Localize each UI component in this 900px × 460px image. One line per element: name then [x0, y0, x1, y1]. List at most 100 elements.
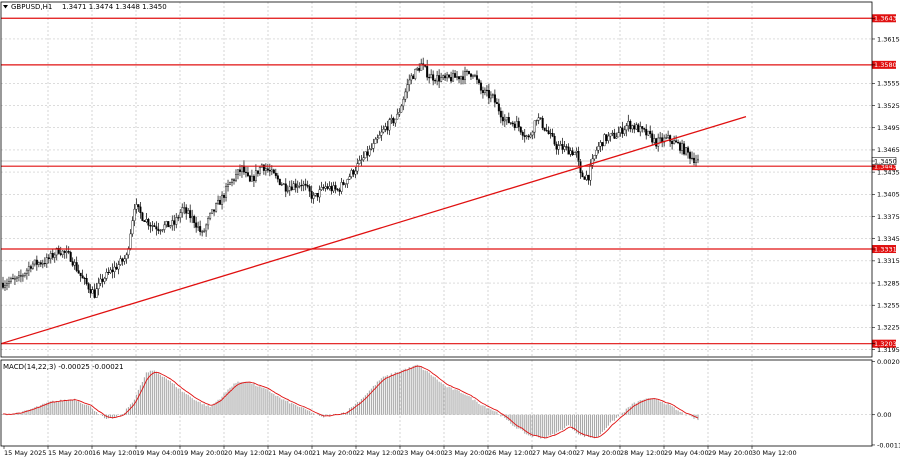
candle-body — [69, 252, 72, 262]
candle-body — [318, 189, 321, 198]
candle-body — [322, 187, 325, 189]
candle-body — [288, 186, 291, 191]
candle-body — [51, 253, 54, 258]
candle-body — [503, 119, 506, 122]
candle-body — [659, 137, 662, 139]
candle-body — [15, 276, 18, 279]
candle-body — [225, 186, 228, 198]
candle-body — [462, 76, 465, 80]
y-tick-label: 1.3255 — [877, 302, 900, 310]
candle-body — [394, 118, 397, 124]
candle-body — [591, 158, 594, 166]
candle-body — [175, 217, 178, 225]
candle-body — [153, 225, 156, 227]
candle-body — [629, 120, 632, 130]
candle-body — [127, 248, 130, 256]
candle-body — [573, 152, 576, 156]
candle-body — [581, 172, 584, 178]
candle-body — [378, 135, 381, 139]
y-tick-label: 1.3285 — [877, 279, 900, 287]
candle-body — [139, 206, 142, 214]
x-tick-label: 22 May 12:00 — [356, 449, 401, 457]
x-tick-label: 29 May 20:00 — [708, 449, 753, 457]
candle-body — [370, 148, 373, 150]
candle-body — [388, 119, 391, 131]
candle-body — [9, 278, 12, 282]
candle-body — [479, 82, 482, 91]
candle-body — [444, 75, 447, 79]
candle-body — [294, 183, 297, 188]
candle-body — [438, 75, 441, 82]
candle-body — [360, 159, 363, 161]
candle-body — [434, 80, 437, 82]
candle-body — [229, 182, 232, 185]
level-tag-label: 1.3443 — [874, 162, 897, 170]
candle-body — [85, 278, 88, 284]
level-lines[interactable]: 1.3643 1.3580 1.3443 1.3331 1.3203 1.3450 — [1, 14, 897, 348]
candle-body — [551, 133, 554, 137]
candle-body — [420, 63, 423, 71]
candle-body — [173, 220, 176, 225]
candle-body — [653, 138, 656, 143]
candle-body — [231, 179, 234, 183]
level-tag-label: 1.3580 — [874, 61, 897, 69]
y-tick-label: 1.3525 — [877, 102, 900, 110]
ohlc-readout: 1.3471 1.3474 1.3448 1.3450 — [62, 3, 167, 11]
candle-body — [236, 169, 239, 175]
candle-body — [145, 219, 148, 223]
candle-body — [400, 105, 403, 113]
x-tick-label: 19 May 20:00 — [180, 449, 225, 457]
candle-body — [29, 266, 32, 269]
candle-body — [473, 75, 476, 77]
candle-body — [603, 134, 606, 147]
candle-body — [79, 272, 82, 276]
candle-body — [354, 170, 357, 175]
candle-body — [609, 133, 612, 137]
trendline-group[interactable] — [0, 116, 747, 345]
symbol-label: GBPUSD,H1 — [11, 3, 52, 11]
candle-body — [89, 288, 92, 294]
y-tick-label: 1.3555 — [877, 80, 900, 88]
candle-body — [491, 94, 494, 96]
candle-body — [641, 126, 644, 129]
candle-body — [657, 137, 660, 147]
candle-body — [55, 248, 58, 256]
candles — [2, 57, 700, 299]
candle-body — [513, 123, 516, 128]
candle-body — [543, 127, 546, 131]
candle-body — [292, 183, 295, 191]
candle-body — [593, 155, 596, 160]
candle-body — [205, 224, 208, 232]
x-tick-label: 28 May 12:00 — [620, 449, 665, 457]
symbol-dropdown-icon[interactable] — [3, 5, 8, 9]
candle-body — [2, 282, 5, 288]
candle-body — [495, 102, 498, 105]
y-tick-label: 1.3405 — [877, 191, 900, 199]
candle-body — [465, 70, 468, 72]
x-tick-label: 21 May 20:00 — [312, 449, 357, 457]
candle-body — [499, 110, 502, 118]
candle-body — [607, 135, 610, 141]
candle-body — [41, 263, 44, 265]
candle-body — [177, 217, 180, 219]
candle-body — [71, 261, 74, 266]
candle-body — [505, 117, 508, 121]
candle-body — [619, 127, 622, 133]
trendline[interactable] — [0, 116, 747, 345]
candle-body — [475, 75, 478, 80]
x-tick-label: 15 May 20:00 — [48, 449, 93, 457]
candle-body — [585, 174, 588, 180]
candle-body — [330, 186, 333, 192]
candle-body — [3, 284, 6, 288]
candle-body — [485, 89, 488, 91]
candle-body — [617, 132, 620, 138]
candle-body — [549, 133, 552, 135]
candle-body — [25, 269, 28, 274]
candle-body — [314, 193, 317, 196]
candle-body — [99, 278, 102, 284]
candle-body — [567, 146, 570, 155]
candle-body — [282, 183, 285, 185]
candle-body — [320, 187, 323, 190]
candle-body — [159, 230, 162, 232]
